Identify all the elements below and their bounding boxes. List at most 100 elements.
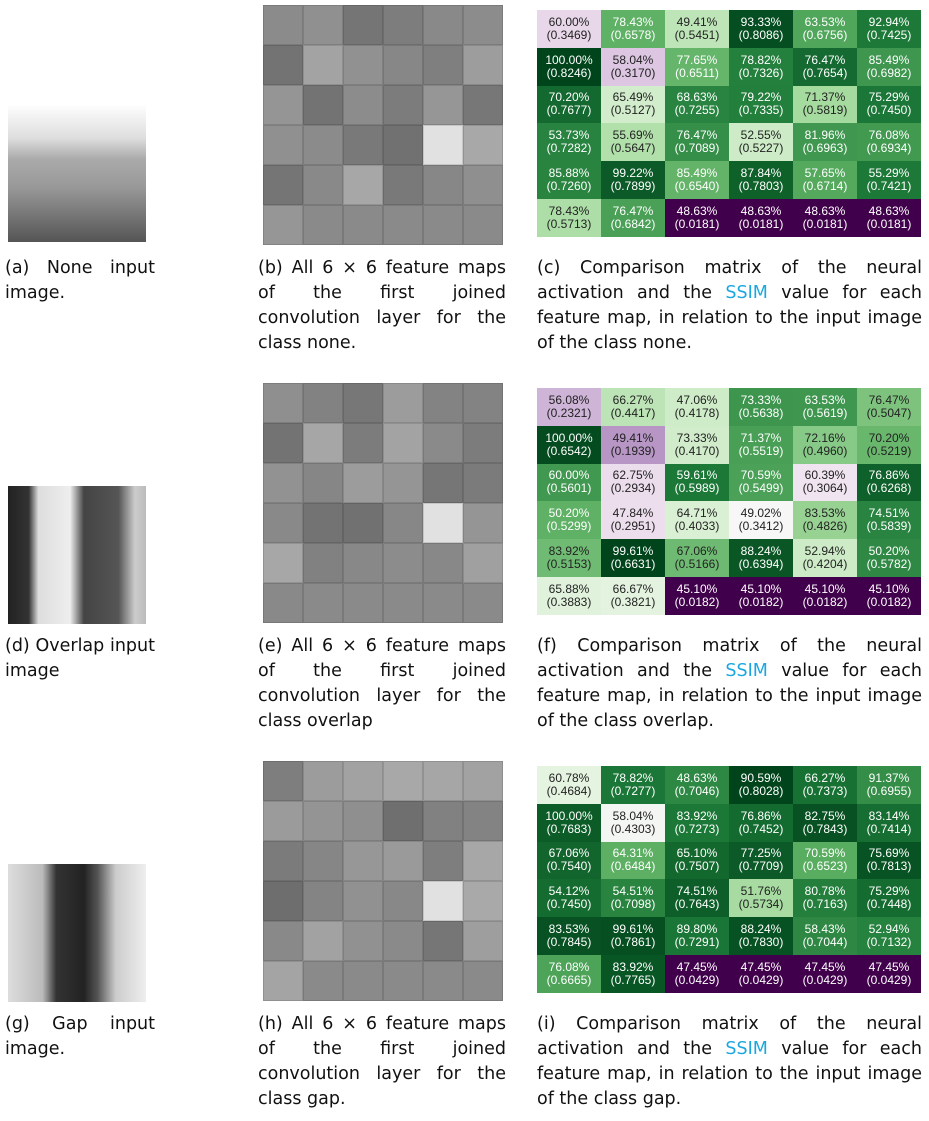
- matrix-cell: 71.37% (0.5819): [793, 85, 857, 124]
- ssim-value: (0.2951): [610, 519, 656, 534]
- matrix-cell: 99.22% (0.7899): [601, 161, 665, 199]
- maps-caption: (h) All 6 × 6 feature maps of the first …: [258, 1014, 506, 1109]
- ssim-value: (0.4204): [802, 557, 848, 572]
- matrix-caption: (i) Comparison matrix of the neural acti…: [537, 1012, 922, 1112]
- feature-map: [463, 85, 503, 125]
- activation: 77.25%: [740, 846, 782, 861]
- feature-map: [423, 45, 463, 85]
- ssim-value: (0.6631): [610, 557, 656, 572]
- ssim-value: (0.7044): [802, 935, 848, 950]
- activation: 64.31%: [612, 846, 654, 861]
- activation: 88.24%: [740, 544, 782, 559]
- feature-map: [263, 801, 303, 841]
- feature-map: [303, 165, 343, 205]
- ssim-value: (0.5819): [802, 103, 848, 118]
- activation: 83.53%: [548, 922, 590, 937]
- ssim-value: (0.7540): [546, 859, 592, 874]
- matrix-cell: 50.20% (0.5782): [857, 539, 921, 577]
- feature-map: [463, 165, 503, 205]
- activation: 47.45%: [804, 959, 846, 974]
- feature-maps: [263, 383, 503, 623]
- activation: 74.51%: [676, 884, 718, 899]
- feature-map: [303, 85, 343, 125]
- matrix-cell: 49.41% (0.1939): [601, 425, 665, 464]
- ssim-value: (0.4960): [802, 443, 848, 458]
- activation: 76.08%: [868, 128, 910, 143]
- feature-map: [463, 383, 503, 423]
- activation: 85.88%: [548, 166, 590, 181]
- ssim-value: (0.6542): [546, 443, 592, 458]
- ssim-value: (0.5166): [674, 557, 720, 572]
- activation: 59.61%: [676, 468, 718, 483]
- activation: 65.49%: [612, 90, 654, 105]
- ssim-value: (0.7830): [738, 935, 784, 950]
- feature-map: [303, 125, 343, 165]
- activation: 93.33%: [740, 14, 782, 29]
- matrix-cell: 73.33% (0.4170): [665, 425, 729, 464]
- ssim-value: (0.6842): [610, 216, 656, 231]
- matrix-cell: 58.04% (0.4303): [601, 803, 665, 842]
- feature-map: [303, 583, 343, 623]
- activation: 52.94%: [804, 544, 846, 559]
- feature-map: [263, 921, 303, 961]
- activation: 75.29%: [868, 90, 910, 105]
- activation: 58.04%: [612, 52, 654, 67]
- feature-map: [343, 961, 383, 1001]
- ssim-value: (0.6756): [802, 27, 848, 42]
- feature-map: [463, 961, 503, 1001]
- ssim-value: (0.5989): [674, 481, 720, 496]
- matrix-cell: 45.10% (0.0182): [665, 577, 729, 615]
- activation: 65.10%: [676, 846, 718, 861]
- matrix-cell: 60.00% (0.3469): [537, 10, 601, 48]
- feature-map: [463, 921, 503, 961]
- feature-map: [343, 205, 383, 245]
- matrix-cell: 73.33% (0.5638): [729, 388, 793, 426]
- ssim-link: SSIM: [725, 1039, 768, 1059]
- input-caption: (g) Gap input image.: [5, 1014, 155, 1059]
- ssim-value: (0.7899): [610, 179, 656, 194]
- activation: 76.47%: [804, 52, 846, 67]
- matrix-cell: 48.63% (0.7046): [665, 766, 729, 804]
- feature-map: [463, 543, 503, 583]
- ssim-value: (0.4684): [546, 783, 592, 798]
- feature-map: [383, 125, 423, 165]
- feature-map: [383, 921, 423, 961]
- ssim-value: (0.6394): [738, 557, 784, 572]
- ssim-value: (0.0182): [674, 594, 720, 609]
- feature-map: [343, 423, 383, 463]
- ssim-value: (0.3469): [546, 27, 592, 42]
- feature-map: [463, 45, 503, 85]
- ssim-value: (0.7098): [610, 897, 656, 912]
- feature-map: [383, 543, 423, 583]
- matrix-cell: 83.53% (0.4826): [793, 501, 857, 540]
- activation: 64.71%: [676, 506, 718, 521]
- feature-map: [263, 5, 303, 45]
- ssim-value: (0.5601): [546, 481, 592, 496]
- matrix-cell: 50.20% (0.5299): [537, 501, 601, 540]
- feature-map: [463, 423, 503, 463]
- feature-maps: [263, 761, 503, 1001]
- matrix-cell: 70.20% (0.5219): [857, 425, 921, 464]
- ssim-value: (0.7709): [738, 859, 784, 874]
- ssim-value: (0.0181): [866, 216, 912, 231]
- matrix-cell: 78.82% (0.7277): [601, 766, 665, 804]
- ssim-value: (0.6963): [802, 141, 848, 156]
- feature-map: [263, 961, 303, 1001]
- matrix-cell: 47.06% (0.4178): [665, 388, 729, 426]
- matrix-cell: 92.94% (0.7425): [857, 10, 921, 48]
- ssim-value: (0.5647): [610, 141, 656, 156]
- feature-map: [343, 921, 383, 961]
- activation: 76.86%: [740, 808, 782, 823]
- activation: 57.65%: [804, 166, 846, 181]
- caption-text: value for each feature map, in relation …: [537, 283, 922, 353]
- matrix-cell: 47.45% (0.0429): [857, 955, 921, 993]
- activation: 62.75%: [612, 468, 654, 483]
- activation: 83.53%: [804, 506, 846, 521]
- ssim-value: (0.6484): [610, 859, 656, 874]
- ssim-value: (0.7414): [866, 821, 912, 836]
- feature-map: [423, 463, 463, 503]
- ssim-value: (0.7132): [866, 935, 912, 950]
- activation: 88.24%: [740, 922, 782, 937]
- feature-map: [263, 423, 303, 463]
